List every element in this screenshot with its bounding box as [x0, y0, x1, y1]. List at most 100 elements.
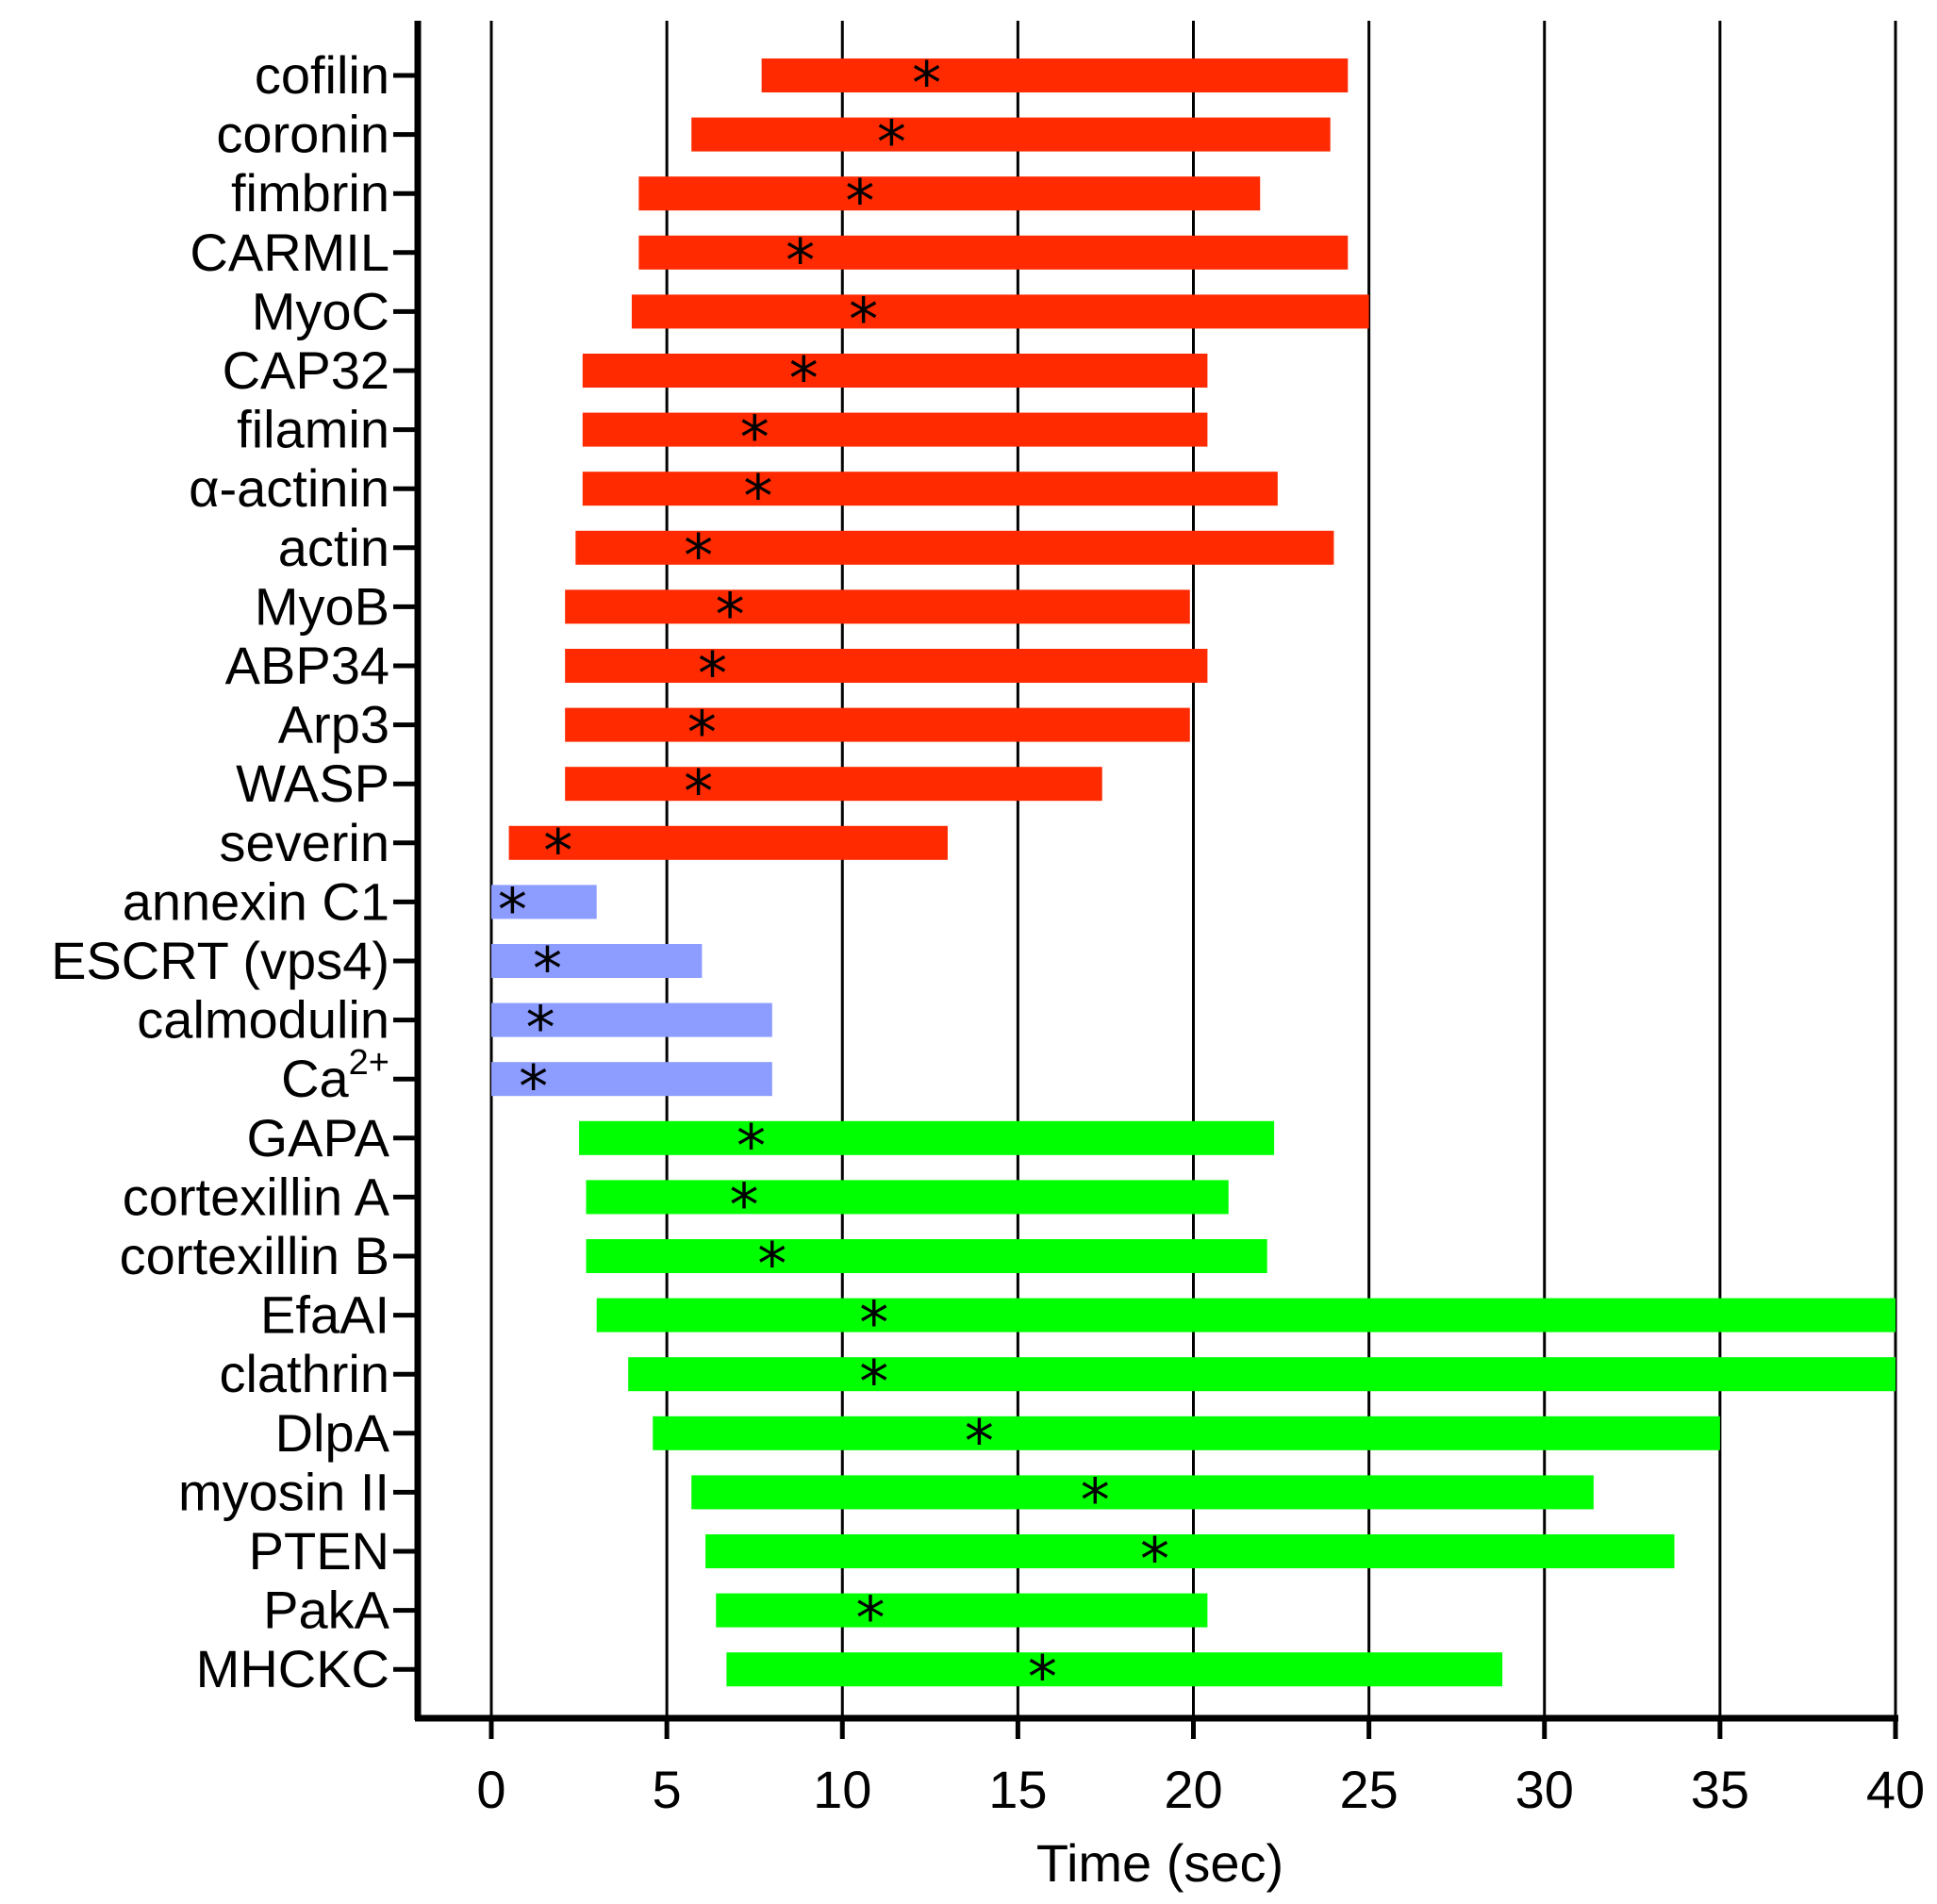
y-label-text-23: DlpA [275, 1403, 390, 1463]
bars-layer [491, 58, 1896, 1687]
y-label-16: calmodulin [137, 990, 389, 1050]
y-label-text-6: filamin [237, 400, 389, 459]
y-label-text-20: cortexillin B [120, 1226, 389, 1285]
x-axis-title: Time (sec) [1036, 1833, 1283, 1893]
peak-marker-15: * [533, 935, 562, 1003]
y-label-17: Ca2+ [281, 1043, 389, 1108]
y-label-text-12: WASP [236, 753, 389, 813]
y-label-text-2: fimbrin [231, 163, 389, 223]
y-label-13: severin [219, 813, 389, 872]
x-tick-label-5: 5 [653, 1760, 682, 1819]
peak-marker-26: * [856, 1584, 886, 1653]
bar-12 [565, 767, 1102, 802]
peak-marker-0: * [912, 49, 941, 118]
bar-25 [705, 1534, 1675, 1568]
y-label-5: CAP32 [223, 340, 389, 400]
bar-19 [586, 1180, 1229, 1215]
bar-18 [579, 1120, 1275, 1155]
y-label-15: ESCRT (vps4) [51, 931, 389, 990]
y-label-text-8: actin [278, 518, 389, 577]
y-label-text-25: PTEN [249, 1521, 389, 1581]
peak-marker-6: * [740, 404, 770, 472]
peak-marker-18: * [737, 1112, 766, 1181]
bar-26 [716, 1593, 1208, 1628]
y-label-12: WASP [236, 753, 389, 813]
y-label-text-27: MHCKC [196, 1639, 389, 1698]
peak-marker-27: * [1028, 1643, 1057, 1712]
bar-4 [631, 294, 1369, 329]
x-tick-label-40: 40 [1866, 1760, 1925, 1819]
y-label-text-14: annexin C1 [123, 871, 389, 931]
y-label-text-7: α-actinin [189, 458, 389, 518]
peak-marker-11: * [687, 699, 717, 768]
y-label-text-0: cofilin [255, 45, 389, 105]
x-tick-label-0: 0 [476, 1760, 505, 1819]
y-label-text-18: GAPA [247, 1108, 390, 1167]
y-label-4: MyoC [252, 281, 389, 340]
peak-marker-13: * [543, 817, 572, 886]
bar-15 [491, 944, 703, 978]
peak-marker-9: * [716, 580, 745, 649]
y-label-20: cortexillin B [120, 1226, 389, 1285]
y-label-23: DlpA [275, 1403, 390, 1463]
y-label-24: myosin II [178, 1462, 389, 1521]
x-tick-label-25: 25 [1339, 1760, 1398, 1819]
y-label-text-21: EfaAI [260, 1285, 389, 1345]
y-label-11: Arp3 [278, 695, 389, 754]
y-label-14: annexin C1 [123, 871, 389, 931]
bar-7 [582, 472, 1278, 506]
y-label-2: fimbrin [231, 163, 389, 223]
bar-2 [638, 176, 1261, 211]
y-label-6: filamin [237, 400, 389, 459]
y-label-19: cortexillin A [123, 1167, 390, 1226]
y-label-text-4: MyoC [252, 281, 389, 340]
peak-marker-17: * [519, 1052, 548, 1121]
y-label-text-13: severin [219, 813, 389, 872]
y-axis-labels: cofilincoroninfimbrinCARMILMyoCCAP32fila… [51, 45, 390, 1698]
bar-22 [628, 1357, 1896, 1392]
y-label-text-24: myosin II [178, 1462, 389, 1521]
y-label-18: GAPA [247, 1108, 390, 1167]
peak-marker-24: * [1081, 1465, 1110, 1534]
peak-marker-4: * [849, 285, 878, 354]
bar-16 [491, 1002, 772, 1037]
bar-8 [575, 530, 1334, 565]
peak-marker-23: * [965, 1407, 994, 1476]
x-axis-tick-labels: 0 5 10 15 20 25 30 35 40 [476, 1760, 1925, 1819]
axes [393, 21, 1898, 1739]
peak-marker-21: * [859, 1289, 888, 1358]
bar-3 [638, 235, 1349, 270]
bar-14 [491, 885, 597, 919]
bar-6 [582, 412, 1208, 447]
peak-marker-12: * [684, 757, 713, 826]
y-label-superscript-17: 2+ [349, 1043, 389, 1083]
y-label-text-16: calmodulin [137, 990, 389, 1050]
y-label-27: MHCKC [196, 1639, 389, 1698]
x-tick-label-10: 10 [813, 1760, 871, 1819]
bar-20 [586, 1239, 1267, 1273]
peak-marker-14: * [498, 875, 527, 944]
y-label-10: ABP34 [225, 636, 389, 695]
bar-5 [582, 354, 1208, 388]
y-label-text-17: Ca [281, 1049, 349, 1108]
peak-marker-16: * [526, 994, 555, 1063]
peak-marker-2: * [845, 167, 874, 236]
bar-11 [565, 707, 1190, 742]
bar-24 [691, 1475, 1594, 1510]
y-label-26: PakA [263, 1581, 389, 1640]
peak-markers-layer: **************************** [498, 49, 1169, 1712]
y-label-text-9: MyoB [255, 576, 389, 636]
x-tick-label-15: 15 [988, 1760, 1047, 1819]
bar-21 [596, 1298, 1896, 1333]
peak-marker-3: * [786, 226, 815, 295]
peak-marker-19: * [730, 1170, 759, 1239]
peak-marker-22: * [859, 1348, 888, 1416]
peak-marker-5: * [789, 344, 819, 413]
y-label-22: clathrin [219, 1344, 389, 1403]
bar-27 [726, 1652, 1503, 1687]
x-tick-label-30: 30 [1515, 1760, 1574, 1819]
bar-1 [691, 117, 1331, 152]
peak-marker-20: * [757, 1230, 786, 1299]
y-label-text-1: coronin [216, 105, 389, 164]
peak-marker-8: * [684, 522, 713, 590]
